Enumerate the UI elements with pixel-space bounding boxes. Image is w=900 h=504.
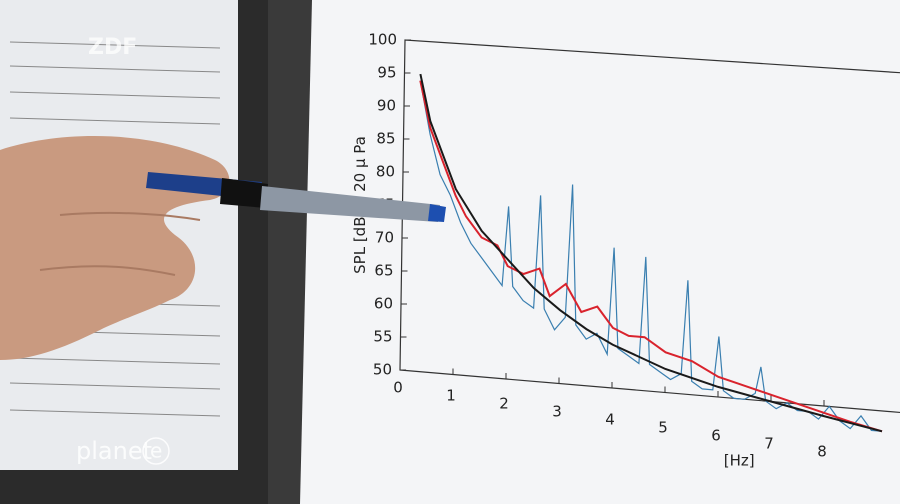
x-tick-label: 0: [393, 379, 403, 397]
x-tick-label: 3: [552, 403, 562, 421]
y-tick-label: 55: [373, 328, 392, 346]
x-tick-label: 1: [446, 387, 456, 405]
x-tick-label: 2: [499, 395, 509, 413]
logo-top: ZDF: [88, 35, 137, 60]
y-tick-label: 100: [368, 31, 397, 49]
logo-word: planet: [76, 437, 152, 465]
y-tick-label: 95: [377, 64, 396, 82]
logo-letter: e: [150, 439, 162, 463]
x-tick-label: 5: [658, 419, 668, 437]
x-tick-label: 4: [605, 411, 615, 429]
x-tick-label: 7: [764, 435, 774, 453]
y-tick-label: 70: [375, 229, 394, 247]
y-tick-label: 90: [377, 97, 396, 115]
y-tick-label: 65: [374, 262, 393, 280]
y-tick-label: 80: [376, 163, 395, 181]
y-tick-label: 60: [374, 295, 393, 313]
x-axis-label: [Hz]: [724, 451, 755, 469]
y-tick-label: 85: [376, 130, 395, 148]
x-tick-label: 8: [817, 443, 827, 461]
y-tick-label: 50: [373, 361, 392, 379]
screenshot: ZDF planet e 505560657075808590951000123…: [0, 0, 900, 504]
x-tick-label: 6: [711, 427, 721, 445]
